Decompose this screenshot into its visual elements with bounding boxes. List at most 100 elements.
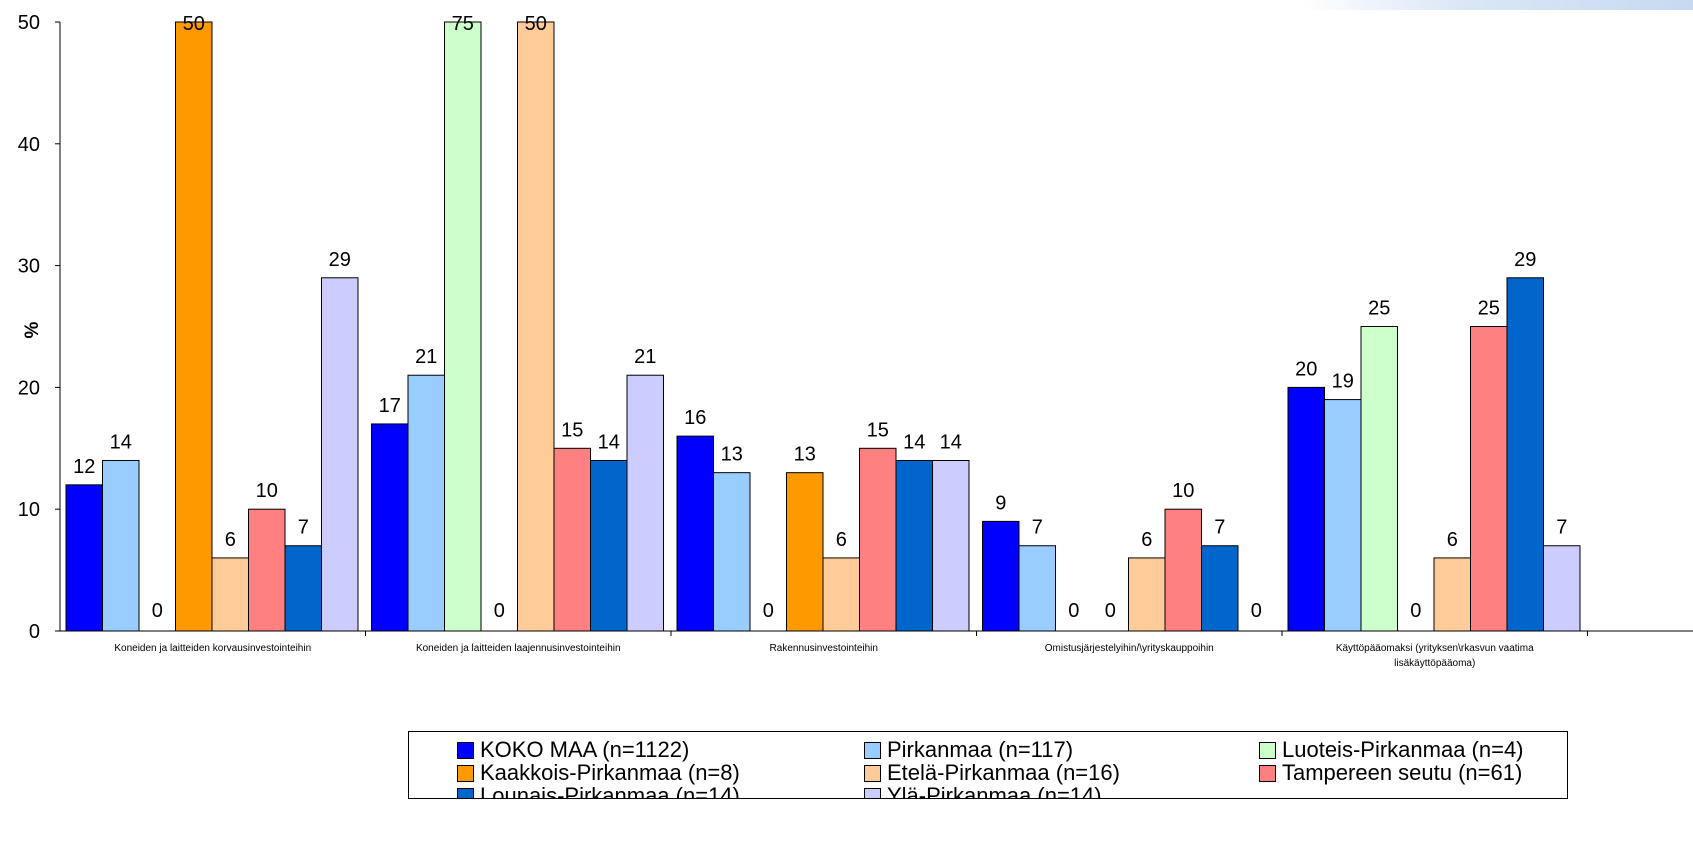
data-label: 6 [1141,529,1152,551]
bar [895,459,933,632]
legend-item: Ylä-Pirkanmaa (n=14) [864,783,1102,799]
legend-swatch [1259,764,1276,782]
data-label: 10 [256,480,278,502]
data-label: 19 [1332,371,1354,393]
x-category-label: Koneiden ja laitteiden korvausinvestoint… [114,643,311,654]
y-tick-label: 50 [18,12,40,34]
data-label: 13 [794,444,816,466]
data-label: 75 [452,13,474,35]
legend-label: Luoteis-Pirkanmaa (n=4) [1282,737,1524,762]
data-label: 6 [1447,529,1458,551]
data-label: 7 [1032,517,1043,539]
data-label: 17 [379,395,401,417]
legend-swatch [457,787,474,798]
data-label: 0 [1251,600,1262,622]
data-label: 29 [1514,249,1536,271]
x-category-label: Koneiden ja laitteiden laajennusinvestoi… [416,643,621,654]
data-label: 14 [110,431,132,453]
legend-swatch [864,787,881,798]
legend-swatch [457,741,474,759]
bar [822,557,860,632]
bar [982,520,1020,632]
bar [284,545,322,632]
data-label: 14 [903,431,925,453]
legend-item: KOKO MAA (n=1122) [457,739,689,761]
bar [1506,277,1544,632]
data-label: 50 [183,13,205,35]
x-category-label: Rakennusinvestointeihin [770,643,878,654]
bar [371,423,409,632]
y-tick-label: 40 [18,134,40,156]
data-label: 25 [1478,298,1500,320]
data-label: 16 [684,407,706,429]
data-label: 14 [940,431,962,453]
bar [1324,399,1362,632]
bar [1287,386,1325,632]
legend-label: Etelä-Pirkanmaa (n=16) [887,760,1120,785]
data-label: 0 [152,600,163,622]
legend-swatch [864,741,881,759]
data-label: 25 [1368,298,1390,320]
data-label: 15 [867,419,889,441]
data-label: 7 [1214,517,1225,539]
x-category-label: lisäkäyttöpääoma) [1394,658,1475,669]
data-label: 0 [763,600,774,622]
data-label: 0 [494,600,505,622]
data-label: 10 [1172,480,1194,502]
bar [102,459,140,632]
legend-item: Lounais-Pirkanmaa (n=14) [457,783,740,799]
bar [517,21,555,632]
legend-swatch [864,764,881,782]
x-category-label: Käyttöpääomaksi (yrityksen\rkasvun vaati… [1336,643,1534,654]
bar [1164,508,1202,632]
x-category-label: Omistusjärjestelyihin/\yrityskauppoihin [1045,643,1214,654]
data-label: 7 [1556,517,1567,539]
bar-chart: 0 10 20 30 40 50% 12 14 0 50 6 10 7 29 Koneiden ja lai… [18,12,1693,669]
top-decorative-band [1300,0,1693,10]
bar [1201,545,1239,632]
legend-item: Luoteis-Pirkanmaa (n=4) [1259,739,1524,761]
y-axis-label: % [22,321,43,338]
data-label: 6 [225,529,236,551]
legend-label: KOKO MAA (n=1122) [480,737,690,762]
bar [1360,326,1398,632]
bar [859,447,897,632]
data-label: 21 [634,346,656,368]
data-label: 15 [561,419,583,441]
data-label: 0 [1068,600,1079,622]
bar [626,374,664,632]
bar [321,277,359,632]
data-label: 50 [525,13,547,35]
legend-swatch [457,764,474,782]
data-label: 7 [298,517,309,539]
legend-label: Lounais-Pirkanmaa (n=14) [480,783,740,799]
legend-label: Tampereen seutu (n=61) [1282,760,1523,785]
bar [407,374,445,632]
bar [248,508,286,632]
bar [211,557,249,632]
legend-item: Pirkanmaa (n=117) [864,739,1073,761]
bar [1018,545,1056,632]
legend-label: Ylä-Pirkanmaa (n=14) [887,783,1102,799]
bar [1433,557,1471,632]
chart-legend: KOKO MAA (n=1122) Pirkanmaa (n=117) Luotei… [408,731,1568,799]
legend-label: Pirkanmaa (n=117) [887,737,1074,762]
bar [590,459,628,632]
legend-item: Tampereen seutu (n=61) [1259,762,1522,784]
y-tick-label: 30 [18,256,40,278]
y-tick-label: 10 [18,499,40,521]
bar [175,21,213,632]
data-label: 29 [329,249,351,271]
bar [713,472,751,632]
data-label: 12 [73,456,95,478]
data-label: 21 [415,346,437,368]
data-label: 0 [1410,600,1421,622]
legend-item: Kaakkois-Pirkanmaa (n=8) [457,762,740,784]
data-label: 9 [995,492,1006,514]
legend-swatch [1259,741,1276,759]
bar [786,472,824,632]
legend-item: Etelä-Pirkanmaa (n=16) [864,762,1120,784]
data-label: 20 [1295,358,1317,380]
data-label: 6 [836,529,847,551]
bar [553,447,591,632]
